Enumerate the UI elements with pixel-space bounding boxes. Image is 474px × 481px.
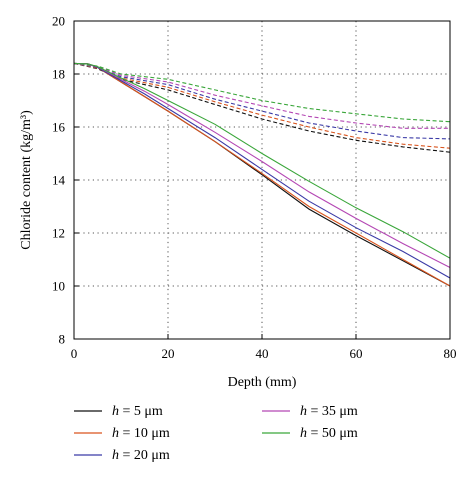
legend-label: h = 10 μm [112, 426, 170, 441]
legend-label-variable: h [300, 404, 307, 419]
legend-label-variable: h [300, 426, 307, 441]
y-tick-label: 16 [52, 120, 66, 135]
x-axis-title: Depth (mm) [228, 375, 297, 390]
y-axis-title: Chloride content (kg/m³) [19, 110, 34, 250]
legend-label-value: = 35 μm [307, 404, 358, 419]
y-tick-label: 18 [52, 67, 65, 82]
y-tick-label: 12 [52, 226, 65, 241]
legend-label-variable: h [112, 404, 119, 419]
series-line-solid [73, 62, 451, 259]
legend-label-variable: h [112, 448, 119, 463]
legend-label: h = 35 μm [300, 404, 358, 419]
legend-label-value: = 5 μm [119, 404, 163, 419]
axis-ticks: 0 20 40 60 80 8 10 12 14 16 18 20 [52, 14, 457, 362]
legend-label: h = 50 μm [300, 426, 358, 441]
x-tick-label: 40 [256, 346, 269, 361]
series-line-solid [73, 62, 451, 268]
series-line-solid [73, 62, 451, 279]
y-tick-label: 14 [52, 173, 66, 188]
legend-label-value: = 10 μm [119, 426, 170, 441]
series-line-dashed [73, 62, 451, 153]
x-tick-label: 20 [162, 346, 175, 361]
legend-label: h = 20 μm [112, 448, 170, 463]
x-tick-label: 0 [71, 346, 78, 361]
series-line-dashed [73, 62, 450, 129]
legend-label-variable: h [112, 426, 119, 441]
grid [74, 21, 450, 339]
legend-label-value: = 50 μm [307, 426, 358, 441]
plot-series [73, 62, 451, 287]
y-tick-label: 20 [52, 14, 65, 29]
legend-label-value: = 20 μm [119, 448, 170, 463]
y-tick-label: 8 [59, 332, 66, 347]
series-line-dashed [73, 62, 451, 123]
y-tick-label: 10 [52, 279, 65, 294]
legend-label: h = 5 μm [112, 404, 163, 419]
series-line-dashed [73, 62, 451, 149]
x-tick-label: 60 [350, 346, 363, 361]
x-tick-label: 80 [444, 346, 457, 361]
legend: h = 5 μmh = 10 μmh = 20 μmh = 35 μmh = 5… [74, 404, 358, 463]
